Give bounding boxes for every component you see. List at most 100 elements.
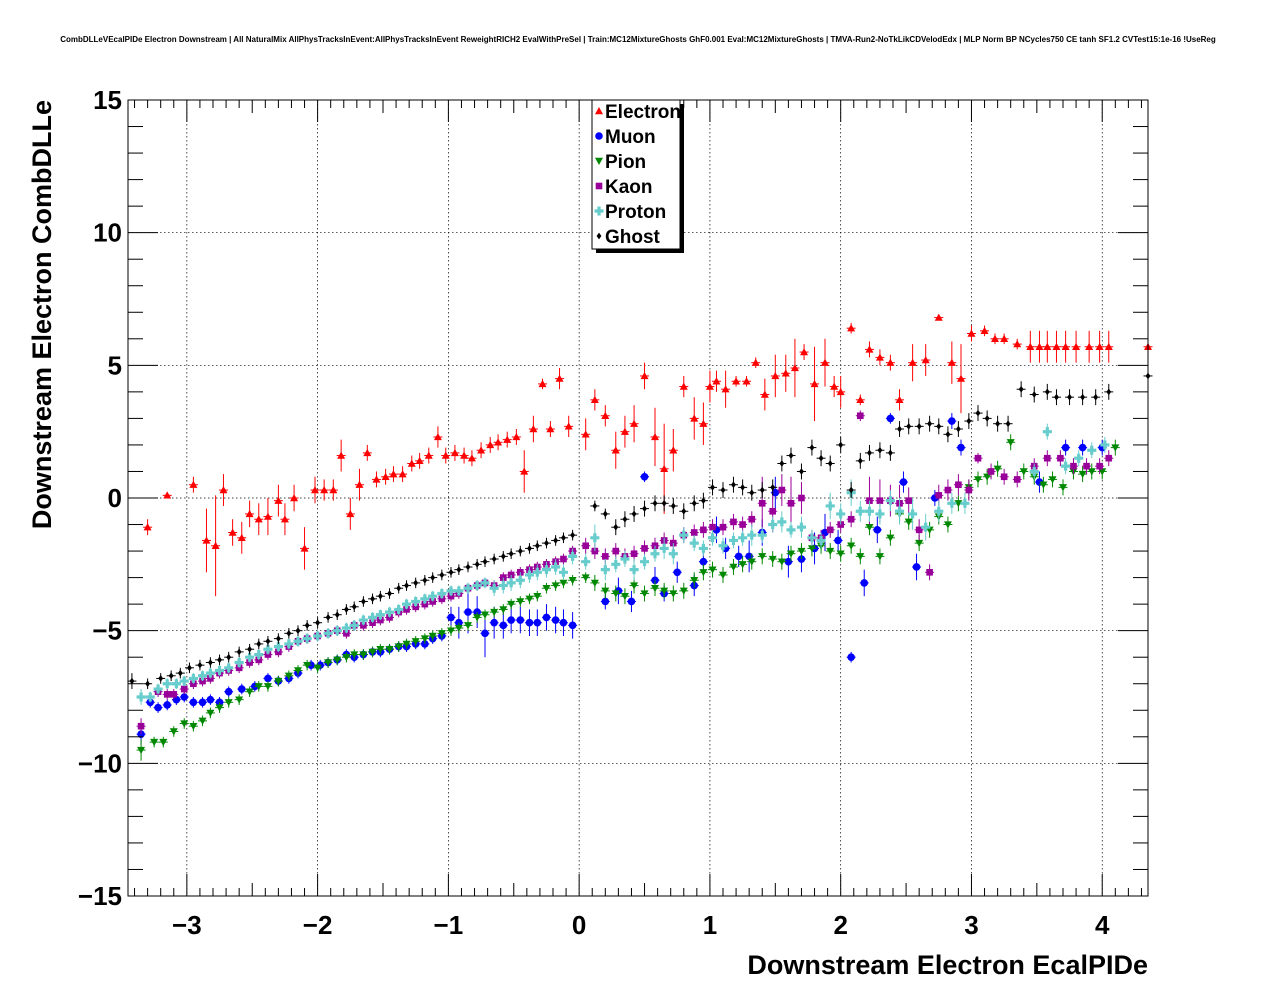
chart-title: CombDLLeVEcalPIDe Electron Downstream | …	[60, 35, 1216, 44]
data-point	[734, 552, 743, 561]
data-point	[500, 552, 506, 560]
data-point	[957, 374, 965, 382]
data-point	[187, 664, 192, 672]
data-point	[768, 555, 777, 564]
data-point	[708, 533, 718, 543]
data-point	[630, 582, 639, 590]
data-point	[168, 672, 174, 680]
data-point	[376, 646, 385, 654]
data-point	[947, 498, 957, 508]
data-point	[441, 451, 450, 459]
data-point	[169, 728, 178, 736]
data-point	[402, 599, 412, 609]
data-point	[612, 547, 620, 555]
data-point	[237, 685, 246, 693]
data-point	[759, 486, 765, 494]
data-point	[651, 585, 659, 593]
legend-label: Pion	[605, 152, 646, 173]
data-point	[411, 596, 421, 606]
data-point	[558, 567, 568, 577]
series-proton	[136, 423, 1110, 705]
data-point	[464, 608, 472, 616]
data-point	[245, 688, 254, 696]
data-point	[145, 680, 151, 688]
data-point	[581, 557, 591, 567]
data-point	[303, 661, 312, 670]
data-point	[1078, 443, 1087, 452]
data-point	[349, 620, 359, 630]
data-point	[797, 547, 806, 556]
data-point	[559, 579, 568, 587]
data-point	[1080, 393, 1086, 401]
data-point	[857, 457, 863, 465]
data-point	[1052, 342, 1061, 350]
data-point	[211, 541, 220, 549]
data-point	[590, 533, 600, 543]
x-tick-label: 4	[1095, 910, 1110, 940]
data-point	[263, 512, 272, 520]
data-point	[875, 353, 884, 361]
legend: Electron Muon Pion Kaon Proton Ghost	[591, 99, 684, 253]
data-point	[799, 468, 804, 475]
data-point	[1072, 342, 1081, 350]
data-point	[921, 522, 931, 532]
data-point	[1061, 342, 1070, 350]
data-point	[197, 661, 203, 669]
data-point	[1085, 342, 1094, 350]
data-point	[420, 594, 430, 604]
data-point	[679, 530, 689, 540]
data-point	[640, 371, 649, 380]
data-point	[551, 616, 560, 624]
data-point	[129, 677, 135, 685]
data-point	[974, 454, 982, 462]
data-point	[690, 577, 699, 585]
data-point	[560, 555, 567, 563]
data-point	[137, 722, 145, 730]
data-point	[274, 496, 283, 504]
data-point	[516, 598, 525, 606]
data-point	[748, 515, 756, 523]
data-point	[700, 497, 706, 505]
data-point	[206, 695, 215, 704]
data-point	[413, 579, 419, 587]
data-point	[1031, 391, 1037, 398]
data-point	[1061, 443, 1070, 452]
data-point	[385, 607, 395, 617]
y-tick-label: 15	[93, 85, 122, 115]
data-point	[503, 435, 512, 443]
data-point	[137, 746, 146, 755]
data-point	[641, 545, 648, 552]
data-point	[620, 592, 629, 601]
data-point	[428, 591, 438, 601]
data-point	[1098, 468, 1107, 476]
data-point	[798, 494, 805, 502]
data-point	[905, 497, 912, 504]
data-point	[947, 358, 956, 366]
data-point	[448, 568, 454, 576]
data-point	[372, 475, 381, 483]
data-point	[206, 709, 215, 717]
data-point	[778, 486, 786, 494]
data-point	[847, 515, 855, 523]
data-point	[830, 382, 839, 390]
data-point	[836, 509, 846, 519]
data-point	[415, 456, 424, 465]
data-point	[480, 578, 490, 588]
data-point	[771, 488, 780, 497]
data-point	[254, 515, 263, 523]
data-point	[739, 521, 746, 528]
data-point	[857, 412, 864, 420]
data-point	[265, 637, 271, 645]
series-electron	[143, 313, 1153, 597]
data-point	[807, 533, 817, 543]
data-point	[787, 550, 795, 558]
data-point	[698, 543, 708, 553]
data-point	[396, 584, 402, 592]
data-point	[264, 674, 272, 683]
data-point	[590, 395, 599, 404]
legend-label: Kaon	[605, 177, 653, 198]
data-point	[895, 506, 905, 516]
data-points	[127, 313, 1153, 761]
x-tick-label: 2	[833, 910, 847, 940]
data-point	[899, 478, 908, 486]
